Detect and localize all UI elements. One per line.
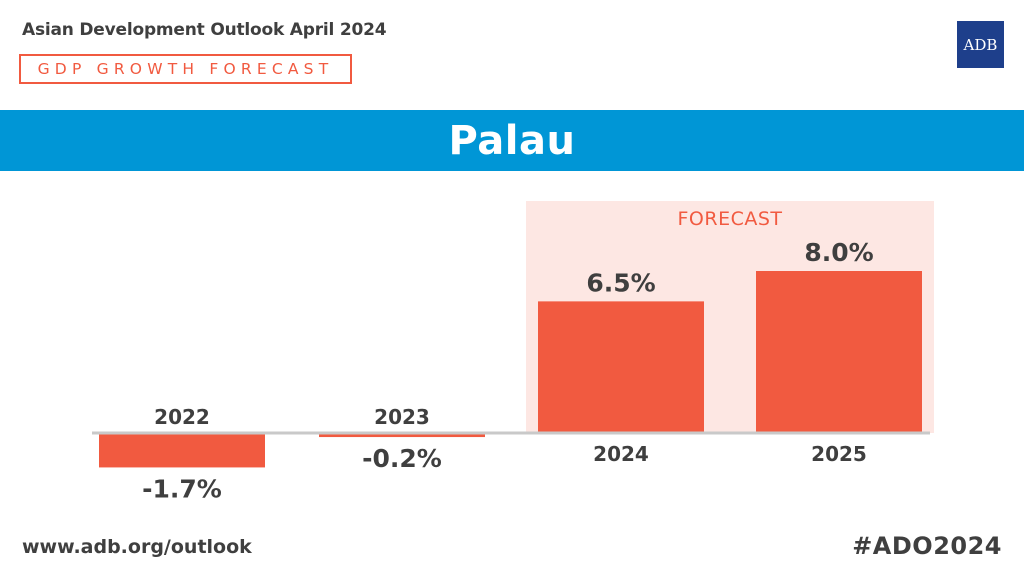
- value-label-2023: -0.2%: [362, 444, 442, 473]
- country-banner: Palau: [0, 110, 1024, 171]
- forecast-label: FORECAST: [677, 208, 782, 230]
- category-label-2024: 2024: [593, 442, 649, 466]
- value-label-2024: 6.5%: [586, 268, 655, 297]
- bar-2024: [538, 301, 704, 433]
- footer-url[interactable]: www.adb.org/outlook: [22, 536, 252, 558]
- publication-title: Asian Development Outlook April 2024: [22, 20, 387, 40]
- bar-2025: [756, 271, 922, 433]
- bar-2023: [319, 433, 485, 438]
- bar-2022: [99, 433, 265, 468]
- category-label-2025: 2025: [811, 442, 867, 466]
- value-label-2025: 8.0%: [804, 238, 873, 267]
- category-label-2023: 2023: [374, 405, 430, 429]
- footer-hashtag: #ADO2024: [852, 532, 1002, 560]
- value-label-2022: -1.7%: [142, 474, 222, 503]
- gdp-growth-forecast-tag: GDP GROWTH FORECAST: [19, 54, 352, 84]
- category-label-2022: 2022: [154, 405, 210, 429]
- gdp-bar-chart: FORECAST 2022 -1.7% 2023 -0.2% 2024 6.5% 2025 8…: [92, 201, 934, 503]
- country-name: Palau: [448, 117, 576, 164]
- adb-logo[interactable]: ADB: [957, 21, 1004, 68]
